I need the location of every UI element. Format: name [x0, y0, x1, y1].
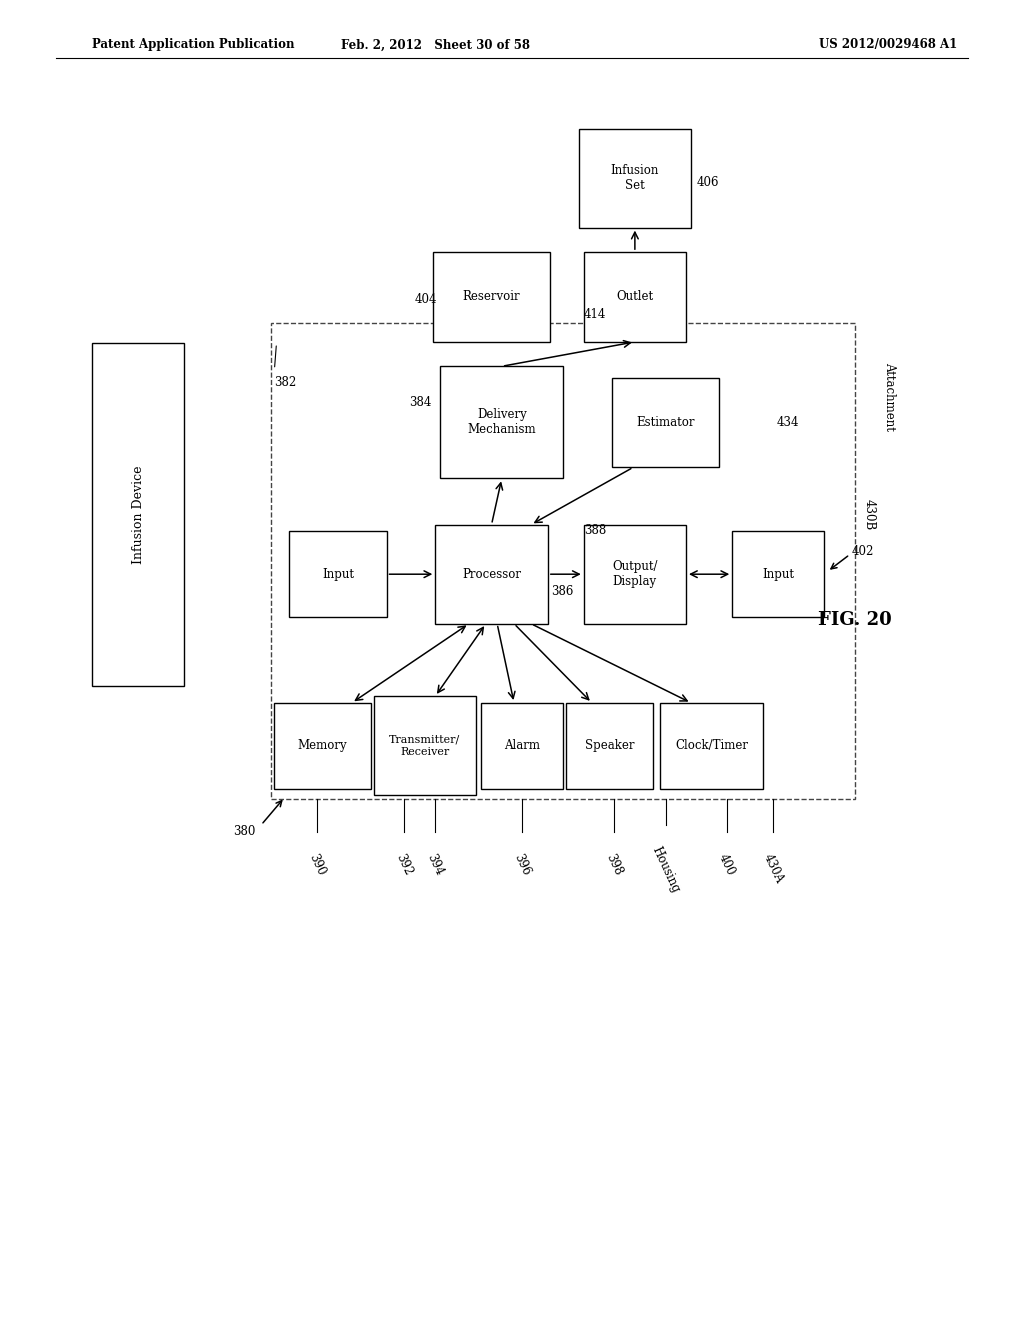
- Text: US 2012/0029468 A1: US 2012/0029468 A1: [819, 38, 957, 51]
- Bar: [612, 378, 719, 467]
- Text: 414: 414: [584, 308, 606, 321]
- Text: Reservoir: Reservoir: [463, 290, 520, 304]
- Bar: [584, 525, 686, 624]
- Text: 404: 404: [415, 293, 437, 306]
- Text: Input: Input: [762, 568, 795, 581]
- Bar: [565, 704, 653, 789]
- Bar: [432, 252, 551, 342]
- Bar: [660, 704, 763, 789]
- Text: Delivery
Mechanism: Delivery Mechanism: [467, 408, 537, 437]
- Bar: [274, 704, 372, 789]
- Text: Speaker: Speaker: [585, 739, 634, 752]
- Bar: [290, 532, 387, 618]
- Text: Memory: Memory: [298, 739, 347, 752]
- Text: 434: 434: [776, 416, 799, 429]
- Text: Clock/Timer: Clock/Timer: [675, 739, 749, 752]
- Text: Input: Input: [322, 568, 354, 581]
- Text: 396: 396: [512, 851, 532, 878]
- Bar: [440, 366, 563, 478]
- Bar: [732, 532, 824, 618]
- Text: Feb. 2, 2012   Sheet 30 of 58: Feb. 2, 2012 Sheet 30 of 58: [341, 38, 529, 51]
- Text: 382: 382: [274, 376, 297, 389]
- Bar: [579, 129, 691, 227]
- Text: Estimator: Estimator: [636, 416, 695, 429]
- Text: 400: 400: [717, 851, 737, 878]
- Bar: [584, 252, 686, 342]
- Text: 392: 392: [394, 851, 415, 878]
- Text: 430B: 430B: [862, 499, 876, 531]
- Bar: [92, 343, 184, 686]
- Text: 388: 388: [584, 524, 606, 537]
- Bar: [435, 525, 548, 624]
- Text: Output/
Display: Output/ Display: [612, 560, 657, 589]
- Text: Infusion
Set: Infusion Set: [610, 164, 659, 193]
- Bar: [271, 323, 855, 799]
- Text: 390: 390: [307, 851, 328, 878]
- Bar: [481, 704, 563, 789]
- Text: Housing: Housing: [649, 845, 682, 895]
- Text: 406: 406: [696, 176, 719, 189]
- Text: 430A: 430A: [761, 851, 785, 884]
- Text: Alarm: Alarm: [504, 739, 541, 752]
- Text: 386: 386: [551, 585, 573, 598]
- Text: Attachment: Attachment: [883, 362, 896, 430]
- Text: Processor: Processor: [462, 568, 521, 581]
- Text: Transmitter/
Receiver: Transmitter/ Receiver: [389, 735, 461, 756]
- Text: 380: 380: [233, 825, 256, 838]
- Text: 402: 402: [852, 545, 874, 558]
- Text: 394: 394: [425, 851, 445, 878]
- Text: FIG. 20: FIG. 20: [818, 611, 892, 630]
- Text: Patent Application Publication: Patent Application Publication: [92, 38, 295, 51]
- Text: Outlet: Outlet: [616, 290, 653, 304]
- Text: 384: 384: [410, 396, 432, 409]
- Text: Infusion Device: Infusion Device: [132, 466, 144, 564]
- Bar: [374, 697, 476, 795]
- Text: 398: 398: [604, 851, 625, 878]
